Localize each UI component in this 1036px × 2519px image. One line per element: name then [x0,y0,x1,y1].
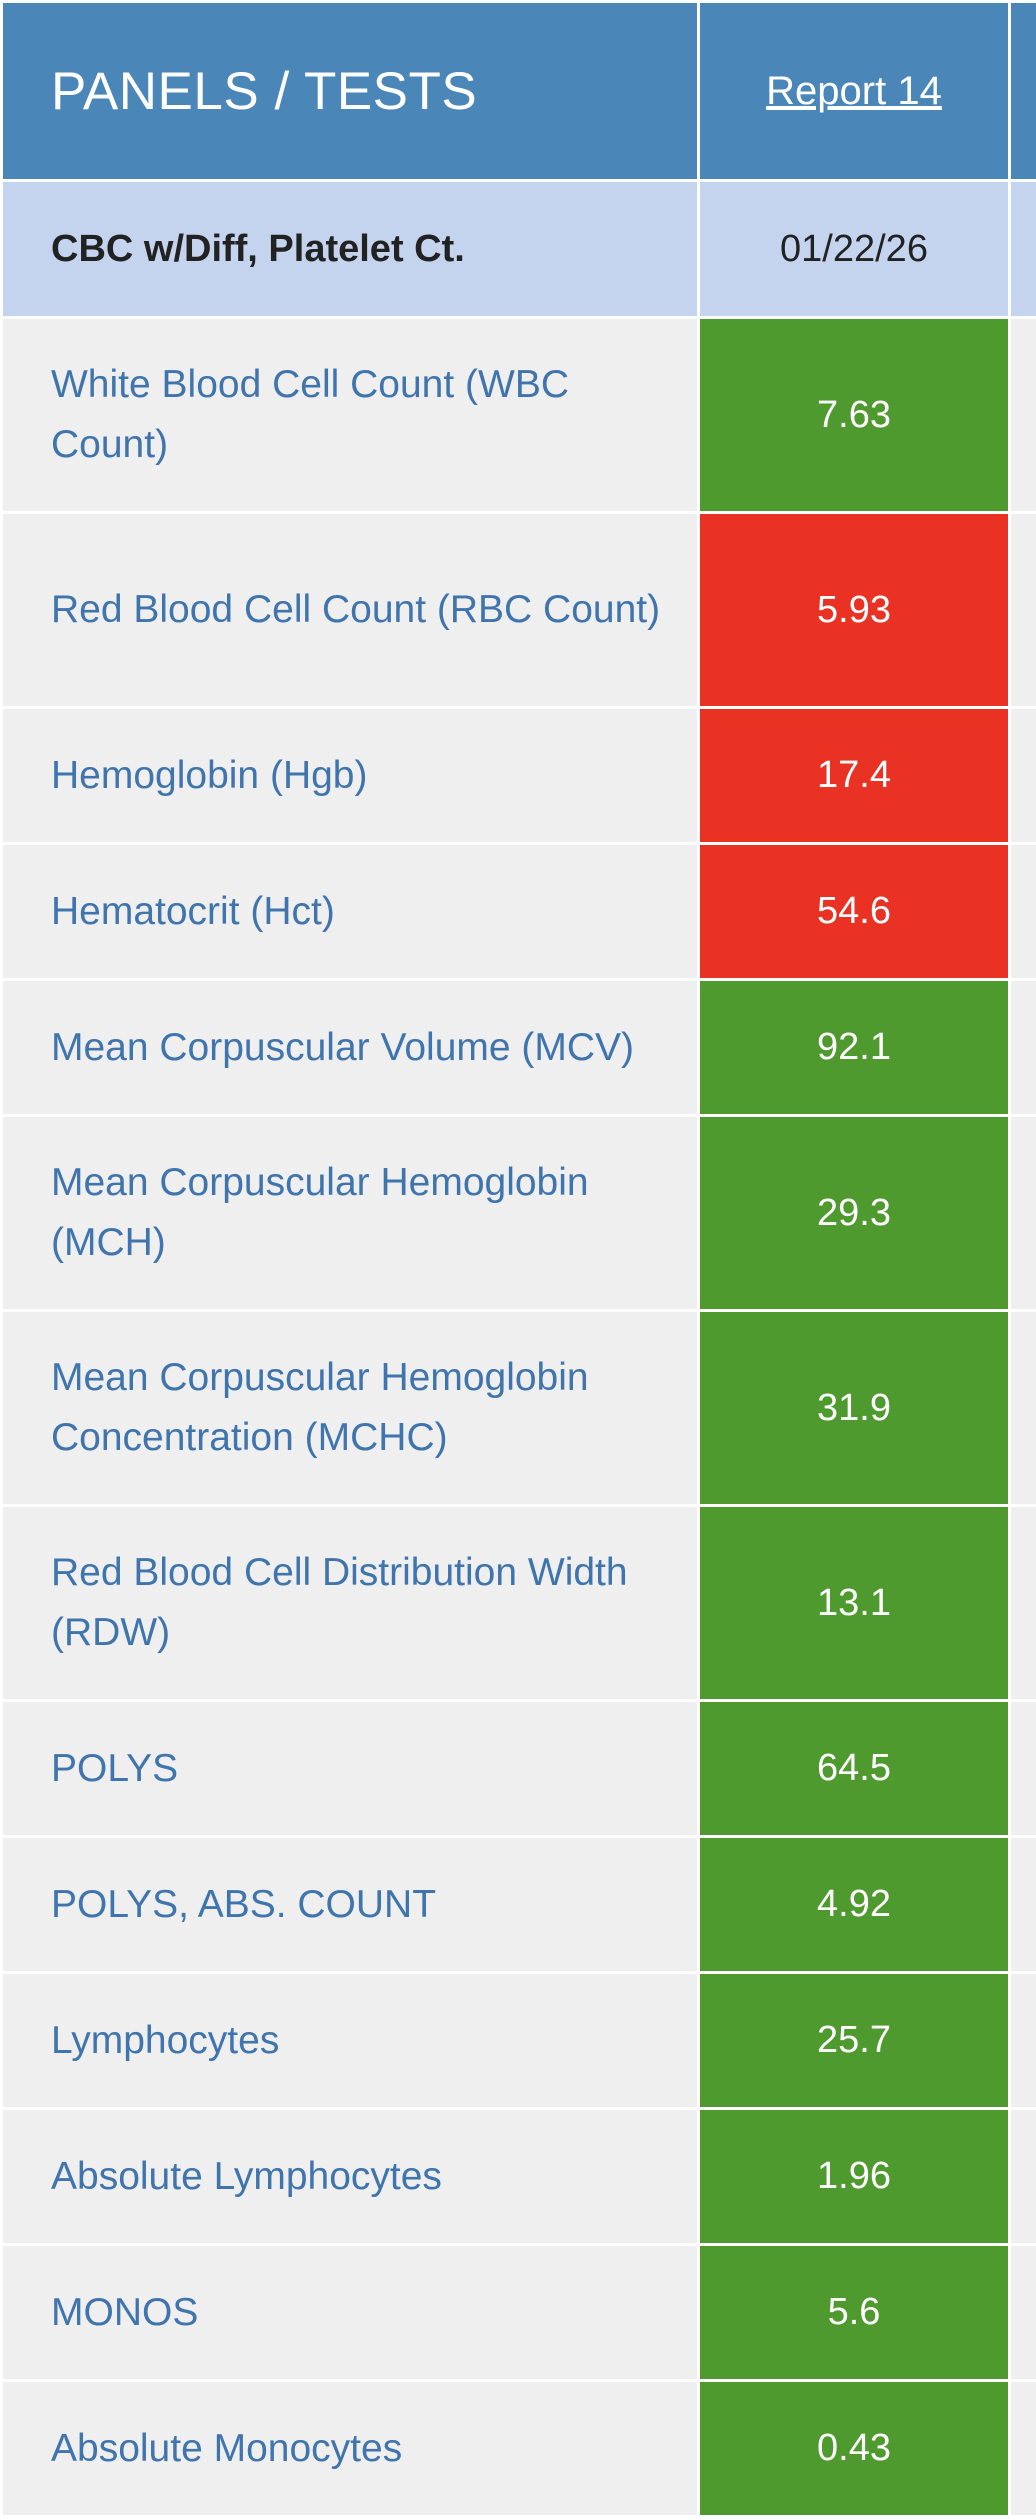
table-row: Absolute Lymphocytes 1.96 [0,2107,1036,2246]
test-value-cell: 0.43 [697,2379,1011,2518]
test-value-cell: 5.6 [697,2243,1011,2382]
next-column-cell [1008,978,1036,1117]
next-column-cell [1008,1971,1036,2110]
test-name-link[interactable]: White Blood Cell Count (WBC Count) [0,316,700,514]
table-row: Mean Corpuscular Volume (MCV) 92.1 [0,978,1036,1117]
table-row: POLYS, ABS. COUNT 4.92 [0,1835,1036,1974]
next-column-cell [1008,1309,1036,1507]
next-column-cell [1008,1835,1036,1974]
test-name-link[interactable]: Absolute Monocytes [0,2379,700,2518]
test-name-link[interactable]: Absolute Lymphocytes [0,2107,700,2246]
next-column-panel [1008,179,1036,319]
test-name-link[interactable]: Hemoglobin (Hgb) [0,706,700,845]
test-value-cell: 17.4 [697,706,1011,845]
next-column-cell [1008,2107,1036,2246]
table-row: MONOS 5.6 [0,2243,1036,2382]
test-name-link[interactable]: Red Blood Cell Distribution Width (RDW) [0,1504,700,1702]
panel-name: CBC w/Diff, Platelet Ct. [0,179,700,319]
test-name-link[interactable]: Red Blood Cell Count (RBC Count) [0,511,700,709]
panels-tests-heading: PANELS / TESTS [0,0,700,182]
test-value-cell: 29.3 [697,1114,1011,1312]
test-name-link[interactable]: Lymphocytes [0,1971,700,2110]
table-header: PANELS / TESTS Report 14 [0,0,1036,182]
test-rows: White Blood Cell Count (WBC Count) 7.63 Re… [0,316,1036,2518]
table-row: Hemoglobin (Hgb) 17.4 [0,706,1036,845]
test-value-cell: 4.92 [697,1835,1011,1974]
panel-row: CBC w/Diff, Platelet Ct. 01/22/26 [0,179,1036,319]
test-value-cell: 5.93 [697,511,1011,709]
next-column-cell [1008,1504,1036,1702]
test-name-link[interactable]: POLYS [0,1699,700,1838]
test-value-cell: 1.96 [697,2107,1011,2246]
next-column-cell [1008,2379,1036,2518]
next-column-cell [1008,511,1036,709]
next-column-cell [1008,1699,1036,1838]
test-name-link[interactable]: Mean Corpuscular Volume (MCV) [0,978,700,1117]
table-row: Lymphocytes 25.7 [0,1971,1036,2110]
test-name-link[interactable]: POLYS, ABS. COUNT [0,1835,700,1974]
test-name-link[interactable]: Mean Corpuscular Hemoglobin Concentratio… [0,1309,700,1507]
test-name-link[interactable]: Hematocrit (Hct) [0,842,700,981]
panel-date: 01/22/26 [697,179,1011,319]
test-value-cell: 54.6 [697,842,1011,981]
test-value-cell: 13.1 [697,1504,1011,1702]
table-row: Hematocrit (Hct) 54.6 [0,842,1036,981]
test-value-cell: 31.9 [697,1309,1011,1507]
table-row: Mean Corpuscular Hemoglobin (MCH) 29.3 [0,1114,1036,1312]
next-column-header [1008,0,1036,182]
test-value-cell: 92.1 [697,978,1011,1117]
test-value-cell: 64.5 [697,1699,1011,1838]
table-row: Red Blood Cell Distribution Width (RDW) 1… [0,1504,1036,1702]
next-column-cell [1008,2243,1036,2382]
next-column-cell [1008,706,1036,845]
test-value-cell: 7.63 [697,316,1011,514]
table-row: Absolute Monocytes 0.43 [0,2379,1036,2518]
test-name-link[interactable]: MONOS [0,2243,700,2382]
table-row: POLYS 64.5 [0,1699,1036,1838]
table-row: White Blood Cell Count (WBC Count) 7.63 [0,316,1036,514]
next-column-cell [1008,1114,1036,1312]
next-column-cell [1008,842,1036,981]
table-row: Mean Corpuscular Hemoglobin Concentratio… [0,1309,1036,1507]
test-value-cell: 25.7 [697,1971,1011,2110]
next-column-cell [1008,316,1036,514]
table-row: Red Blood Cell Count (RBC Count) 5.93 [0,511,1036,709]
report-link[interactable]: Report 14 [697,0,1011,182]
test-name-link[interactable]: Mean Corpuscular Hemoglobin (MCH) [0,1114,700,1312]
